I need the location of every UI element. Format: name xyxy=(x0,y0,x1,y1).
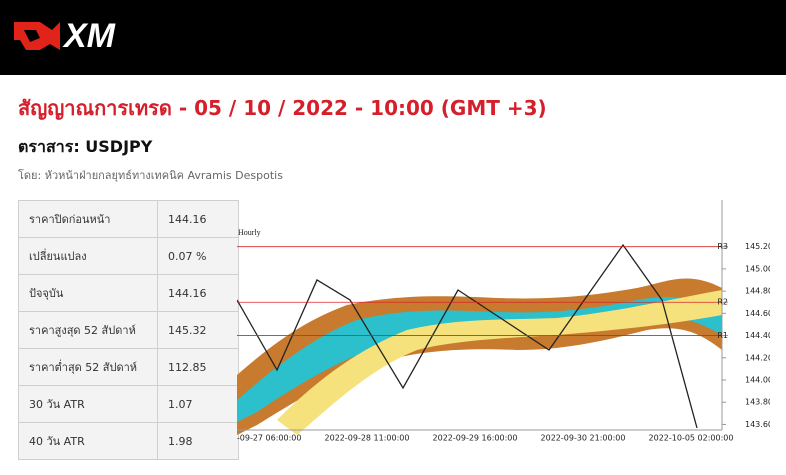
row-label: ราคาสูงสุด 52 สัปดาห์ xyxy=(18,311,158,349)
yellow-band xyxy=(277,290,722,435)
level-label: R3 xyxy=(717,242,728,251)
logo-icon-cut xyxy=(24,30,40,42)
chart: Hourly 145.20 145.00 144.80 144.60 144.40 144.… xyxy=(237,200,770,443)
y-tick-label: 145.00 xyxy=(745,264,770,273)
table-row: 30 วัน ATR 1.07 xyxy=(18,385,239,423)
x-tick-label: 2022-09-29 16:00:00 xyxy=(433,434,518,443)
row-value: 1.07 xyxy=(157,385,239,423)
title: สัญญาณการเทรด - 05 / 10 / 2022 - 10:00 (… xyxy=(18,96,547,120)
row-value: 1.98 xyxy=(157,422,239,460)
row-value: 144.16 xyxy=(157,200,239,238)
row-label: เปลี่ยนแปลง xyxy=(18,237,158,275)
y-tick-label: 144.20 xyxy=(745,353,770,362)
table-row: ปัจจุบัน 144.16 xyxy=(18,274,239,312)
row-value: 145.32 xyxy=(157,311,239,349)
row-label: 30 วัน ATR xyxy=(18,385,158,423)
table-row: 40 วัน ATR 1.98 xyxy=(18,422,239,460)
y-tick-label: 144.80 xyxy=(745,287,770,296)
row-label: ปัจจุบัน xyxy=(18,274,158,312)
row-label: ราคาปิดก่อนหน้า xyxy=(18,200,158,238)
x-tick-label: 2022-09-30 21:00:00 xyxy=(541,434,626,443)
logo: XM xyxy=(14,17,116,55)
chart-layer: Hourly 145.20 145.00 144.80 144.60 144.40 144.… xyxy=(237,228,770,443)
table-row: ราคาสูงสุด 52 สัปดาห์ 145.32 xyxy=(18,311,239,349)
y-tick-label: 143.80 xyxy=(745,398,770,407)
row-label: ราคาต่ำสุด 52 สัปดาห์ xyxy=(18,348,158,386)
author: โดย: หัวหน้าฝ่ายกลยุทธ์ทางเทคนิค Avramis… xyxy=(18,169,283,182)
zigzag xyxy=(237,243,698,429)
row-value: 144.16 xyxy=(157,274,239,312)
table-row: ราคาปิดก่อนหน้า 144.16 xyxy=(18,200,239,238)
instrument: ตราสาร: USDJPY xyxy=(18,137,153,156)
level-label: R2 xyxy=(717,298,728,307)
header: XM xyxy=(0,0,786,75)
y-tick-label: 145.20 xyxy=(745,242,770,251)
info-table: ราคาปิดก่อนหน้า 144.16 เปลี่ยนแปลง 0.07 % ปั… xyxy=(18,200,239,460)
row-label: 40 วัน ATR xyxy=(18,422,158,460)
level-label: R1 xyxy=(717,331,728,340)
row-value: 0.07 % xyxy=(157,237,239,275)
x-tick-label: 2022-10-05 02:00:00 xyxy=(649,434,734,443)
logo-text: XM xyxy=(62,17,116,55)
table-row: ราคาต่ำสุด 52 สัปดาห์ 112.85 xyxy=(18,348,239,386)
table-row: เปลี่ยนแปลง 0.07 % xyxy=(18,237,239,275)
y-tick-label: 144.00 xyxy=(745,376,770,385)
indicator-bands xyxy=(237,278,722,435)
y-tick-label: 143.60 xyxy=(745,420,770,429)
y-tick-label: 144.40 xyxy=(745,331,770,340)
x-tick-label: 2022-09-28 11:00:00 xyxy=(325,434,410,443)
row-value: 112.85 xyxy=(157,348,239,386)
x-tick-label: 2022-09-27 06:00:00 xyxy=(237,434,301,443)
y-tick-label: 144.60 xyxy=(745,309,770,318)
inner-band xyxy=(237,297,722,422)
chart-label: Hourly xyxy=(238,228,261,237)
